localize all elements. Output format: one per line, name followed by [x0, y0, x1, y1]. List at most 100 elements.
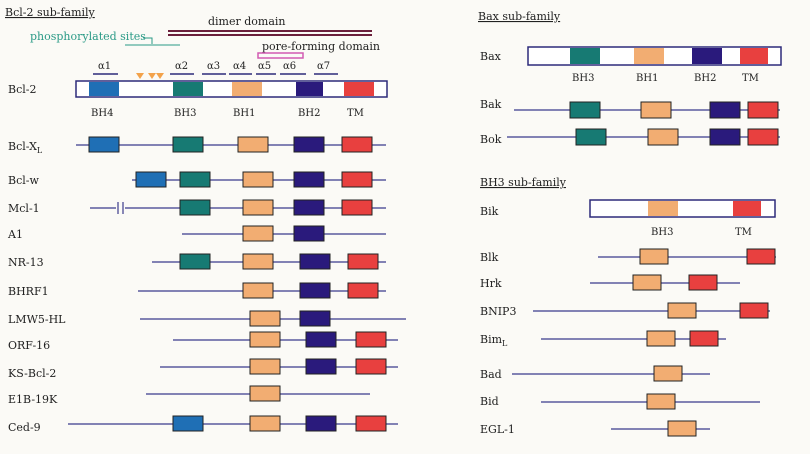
row-name-bax: Bax — [480, 50, 502, 63]
bclw-bh4 — [135, 171, 167, 188]
bclxl-bh1 — [237, 136, 269, 153]
label-bh2: BH2 — [298, 108, 320, 119]
alpha-helix-labels: α1 α2 α3 α4 α5 α6 α7 — [98, 61, 330, 72]
nr13-bh3 — [179, 253, 211, 270]
alpha-5-label: α5 — [258, 61, 271, 72]
hrk-tm — [688, 274, 718, 291]
bik-bh3 — [648, 201, 678, 216]
orf16-bh1 — [249, 331, 281, 348]
bax-label-bh3: BH3 — [572, 73, 594, 84]
phospho-triangle-1 — [136, 73, 144, 79]
bcl2-bh1 — [232, 82, 262, 96]
row-name-ksbcl2: KS-Bcl-2 — [8, 367, 56, 380]
bak-bh3 — [569, 101, 601, 119]
bnip3-bh3 — [667, 302, 697, 319]
phospho-triangle-3 — [156, 73, 164, 79]
row-name-bnip3: BNIP3 — [480, 305, 516, 318]
row-name-mcl1: Mcl-1 — [8, 202, 40, 215]
dimer-domain-label: dimer domain — [208, 15, 286, 28]
bcl2-tm — [344, 82, 374, 96]
bik-label-tm: TM — [735, 227, 752, 238]
bcl2-protein — [75, 80, 388, 98]
row-name-bad: Bad — [480, 368, 502, 381]
alpha-3-label: α3 — [207, 61, 220, 72]
bax-bh1 — [634, 48, 664, 64]
bcl2-outline — [75, 80, 388, 98]
bcl2-domain-labels: BH4 BH3 BH1 BH2 TM — [91, 108, 364, 119]
row-name-bik: Bik — [480, 205, 499, 218]
bik-outline — [589, 199, 776, 218]
bax-bh3 — [570, 48, 600, 64]
bcl2-subfamily-header: Bcl-2 sub-family — [5, 6, 96, 19]
bax-bh2 — [692, 48, 722, 64]
bok-bh2 — [709, 128, 741, 146]
bax-subfamily-header: Bax sub-family — [478, 10, 561, 23]
row-name-e1b19k: E1B-19K — [8, 393, 58, 406]
ced9-tm — [355, 415, 387, 432]
alpha-2-label: α2 — [175, 61, 188, 72]
bak-bh2 — [709, 101, 741, 119]
lmw5hl-bh2 — [299, 310, 331, 327]
orf16-bh2 — [305, 331, 337, 348]
row-name-egl1: EGL-1 — [480, 423, 515, 436]
bhrf1-bh1 — [242, 282, 274, 299]
hrk-bh3 — [632, 274, 662, 291]
alpha-1-label: α1 — [98, 61, 111, 72]
bok-bh3 — [575, 128, 607, 146]
bclw-bh1 — [242, 171, 274, 188]
bhrf1-bh2 — [299, 282, 331, 299]
row-name-a1: A1 — [7, 228, 23, 241]
row-name-bok: Bok — [480, 133, 502, 146]
bhrf1-tm — [347, 282, 379, 299]
orf16-tm — [355, 331, 387, 348]
bcl2-bh3 — [173, 82, 203, 96]
label-bh3: BH3 — [174, 108, 196, 119]
bax-label-tm: TM — [742, 73, 759, 84]
bcl2-bh2 — [296, 82, 323, 96]
mcl1-bh1 — [242, 199, 274, 216]
pore-forming-label: pore-forming domain — [262, 40, 380, 53]
bax-label-bh2: BH2 — [694, 73, 716, 84]
row-name-bid: Bid — [480, 395, 499, 408]
nr13-bh2 — [299, 253, 331, 270]
lmw5hl-bh1 — [249, 310, 281, 327]
bik-tm — [733, 201, 761, 216]
phospho-triangle-2 — [148, 73, 156, 79]
ksbcl2-bh2 — [305, 358, 337, 375]
row-name-bclxl: Bcl-XL — [8, 140, 43, 155]
bax-domain-labels: BH3 BH1 BH2 TM — [572, 73, 759, 84]
bak-bh1 — [640, 101, 672, 119]
ksbcl2-bh1 — [249, 358, 281, 375]
row-name-biml: BimL — [480, 333, 508, 348]
bnip3-tm — [739, 302, 769, 319]
row-name-lmw5hl: LMW5-HL — [8, 313, 66, 326]
phospho-triangles — [136, 73, 164, 79]
row-name-hrk: Hrk — [480, 277, 502, 290]
alpha-7-label: α7 — [317, 61, 330, 72]
bcl2-row-names: Bcl-2 Bcl-XL Bcl-w Mcl-1 A1 NR-13 BHRF1 … — [7, 83, 66, 434]
bid-bh3 — [646, 393, 676, 410]
bax-row-names: Bax Bak Bok — [480, 50, 502, 146]
bik-domain-labels: BH3 TM — [651, 227, 752, 238]
e1b19k-bh1 — [249, 385, 281, 402]
bik-protein — [589, 199, 776, 218]
bok-bh1 — [647, 128, 679, 146]
bh3-row-names: Bik Blk Hrk BNIP3 BimL Bad Bid EGL-1 — [480, 205, 516, 436]
bclxl-tm — [341, 136, 373, 153]
phosphorylated-sites-label: phosphorylated sites — [30, 30, 146, 43]
row-name-orf16: ORF-16 — [8, 339, 50, 352]
bad-bh3 — [653, 365, 683, 382]
bh3-subfamily-header: BH3 sub-family — [480, 176, 567, 189]
row-name-ced9: Ced-9 — [8, 421, 41, 434]
pore-forming-bar — [257, 52, 304, 59]
label-bh1: BH1 — [233, 108, 255, 119]
bax-row-boxes — [569, 101, 779, 146]
bclxl-bh3 — [172, 136, 204, 153]
ced9-bh1 — [249, 415, 281, 432]
nr13-tm — [347, 253, 379, 270]
row-name-nr13: NR-13 — [8, 256, 44, 269]
label-tm: TM — [347, 108, 364, 119]
ced9-bh2 — [305, 415, 337, 432]
row-name-bak: Bak — [480, 98, 502, 111]
mcl1-bh2 — [293, 199, 325, 216]
